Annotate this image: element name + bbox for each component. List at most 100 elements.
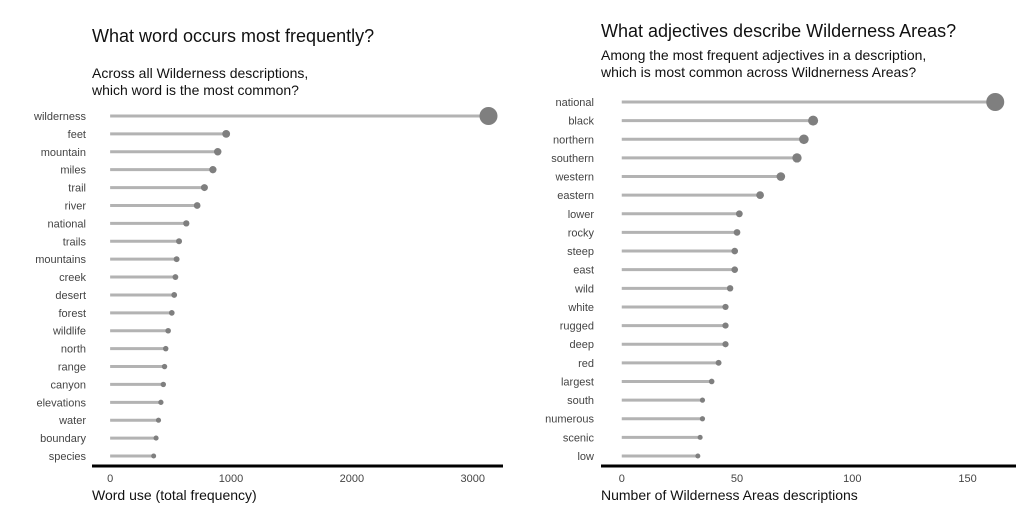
left-lollipop-point bbox=[171, 292, 178, 298]
left-plot-area: wilderness feet mountain miles trail river nat… bbox=[33, 107, 498, 485]
right-lollipop-point bbox=[726, 285, 734, 292]
right-lollipop-point bbox=[715, 359, 722, 366]
right-category-label: southern bbox=[551, 153, 594, 165]
left-lollipop-point bbox=[213, 148, 222, 156]
left-lollipop-point bbox=[158, 399, 164, 405]
left-lollipop-point bbox=[209, 166, 217, 174]
right-category-label: red bbox=[578, 358, 594, 370]
adjective-panel: What adjectives describe Wilderness Area… bbox=[545, 21, 1016, 503]
left-lollipop-point bbox=[479, 107, 498, 125]
left-lollipop-point bbox=[200, 184, 208, 192]
right-category-label: black bbox=[568, 116, 594, 128]
right-lollipop-point bbox=[731, 266, 739, 273]
left-category-label: water bbox=[58, 415, 86, 427]
left-x-tick-label: 3000 bbox=[461, 473, 485, 485]
left-category-label: miles bbox=[60, 165, 86, 177]
right-lollipop-point bbox=[699, 397, 706, 403]
right-lollipop-point bbox=[722, 322, 729, 329]
right-category-label: lower bbox=[568, 209, 595, 221]
left-category-label: river bbox=[65, 200, 87, 212]
right-category-label: low bbox=[577, 451, 594, 463]
left-category-label: canyon bbox=[51, 379, 86, 391]
left-category-label: national bbox=[47, 218, 86, 230]
right-x-axis-label: Number of Wilderness Areas descriptions bbox=[601, 487, 858, 503]
left-x-tick-label: 2000 bbox=[340, 473, 364, 485]
right-lollipop-point bbox=[792, 153, 802, 163]
right-category-label: south bbox=[567, 395, 594, 407]
left-lollipop-point bbox=[172, 274, 179, 280]
right-lollipop-point bbox=[733, 229, 741, 236]
right-category-label: deep bbox=[570, 339, 594, 351]
right-plot-area: national black northern southern western east… bbox=[545, 93, 1005, 485]
right-lollipop-point bbox=[799, 134, 809, 145]
right-x-tick-label: 50 bbox=[731, 473, 743, 485]
left-lollipop-point bbox=[168, 309, 175, 316]
left-category-label: boundary bbox=[40, 433, 86, 445]
left-category-label: mountain bbox=[41, 147, 86, 159]
right-chart-title: What adjectives describe Wilderness Area… bbox=[601, 21, 956, 41]
right-category-label: western bbox=[554, 172, 594, 184]
left-x-tick-label: 1000 bbox=[219, 473, 243, 485]
right-category-label: rocky bbox=[568, 227, 595, 239]
right-category-label: steep bbox=[567, 246, 594, 258]
left-category-label: wildlife bbox=[52, 326, 86, 338]
right-lollipop-point bbox=[695, 453, 701, 459]
right-lollipop-point bbox=[708, 378, 715, 385]
right-lollipop-point bbox=[735, 210, 743, 218]
left-lollipop-point bbox=[165, 327, 171, 334]
right-category-label: eastern bbox=[557, 190, 594, 202]
right-category-label: national bbox=[555, 97, 594, 109]
right-lollipop-point bbox=[756, 191, 764, 200]
left-category-label: wilderness bbox=[33, 111, 86, 123]
left-lollipop-point bbox=[163, 345, 169, 352]
left-category-label: trail bbox=[68, 183, 86, 195]
left-category-label: trails bbox=[63, 236, 87, 248]
word-frequency-panel: What word occurs most frequently? Across… bbox=[33, 26, 503, 503]
left-category-label: feet bbox=[68, 129, 86, 141]
right-category-label: east bbox=[573, 265, 594, 277]
left-category-label: creek bbox=[59, 272, 86, 284]
left-category-label: north bbox=[61, 344, 86, 356]
right-category-label: numerous bbox=[545, 414, 594, 426]
left-lollipop-point bbox=[193, 202, 201, 209]
right-x-tick-label: 150 bbox=[958, 473, 976, 485]
left-category-label: desert bbox=[55, 290, 86, 302]
left-lollipop-point bbox=[173, 256, 180, 263]
right-lollipop-point bbox=[776, 172, 786, 181]
right-category-label: scenic bbox=[563, 432, 595, 444]
right-lollipop-point bbox=[699, 416, 706, 422]
left-lollipop-point bbox=[151, 453, 157, 459]
left-category-label: species bbox=[49, 451, 87, 463]
left-lollipop-point bbox=[160, 381, 167, 388]
left-category-label: range bbox=[58, 362, 86, 374]
left-chart-title: What word occurs most frequently? bbox=[92, 26, 374, 46]
right-category-label: white bbox=[567, 302, 594, 314]
right-category-label: northern bbox=[553, 134, 594, 146]
right-chart-subtitle-line-2: which is most common across Wildnerness … bbox=[600, 64, 916, 80]
right-lollipop-point bbox=[722, 341, 729, 348]
right-lollipop-point bbox=[722, 303, 729, 311]
right-category-label: rugged bbox=[560, 321, 594, 333]
left-category-label: forest bbox=[58, 308, 86, 320]
left-category-label: mountains bbox=[35, 254, 86, 266]
right-x-tick-label: 0 bbox=[619, 473, 625, 485]
left-x-tick-label: 0 bbox=[107, 473, 113, 485]
left-lollipop-point bbox=[176, 238, 183, 245]
left-lollipop-point bbox=[155, 417, 162, 423]
left-category-label: elevations bbox=[36, 397, 86, 409]
right-x-tick-label: 100 bbox=[843, 473, 861, 485]
right-category-label: wild bbox=[574, 283, 594, 295]
right-lollipop-point bbox=[986, 93, 1005, 111]
left-lollipop-point bbox=[161, 363, 168, 370]
left-lollipop-point bbox=[222, 129, 231, 138]
right-lollipop-point bbox=[731, 247, 739, 255]
left-lollipop-point bbox=[183, 220, 190, 227]
right-chart-subtitle-line-1: Among the most frequent adjectives in a … bbox=[601, 47, 926, 63]
left-x-axis-label: Word use (total frequency) bbox=[92, 487, 257, 503]
left-lollipop-point bbox=[153, 435, 159, 441]
right-lollipop-point bbox=[808, 115, 819, 126]
left-chart-subtitle-line-1: Across all Wilderness descriptions, bbox=[92, 65, 308, 81]
right-lollipop-point bbox=[697, 434, 703, 440]
left-chart-subtitle-line-2: which word is the most common? bbox=[91, 82, 299, 98]
